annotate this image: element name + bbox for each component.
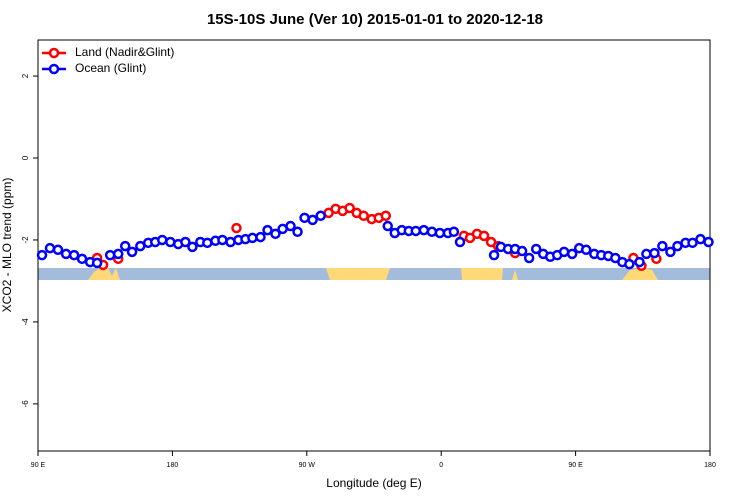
land-patch	[622, 268, 658, 280]
point	[410, 225, 422, 237]
point	[530, 243, 542, 255]
legend-marker	[48, 47, 60, 59]
point	[624, 258, 635, 270]
point	[454, 236, 466, 248]
point	[104, 249, 116, 261]
point	[262, 224, 273, 236]
point	[695, 233, 706, 245]
point	[523, 252, 535, 264]
point	[634, 256, 645, 268]
point	[426, 226, 438, 238]
point	[112, 248, 124, 260]
point	[703, 236, 714, 248]
point	[358, 210, 369, 222]
land-patch	[461, 268, 503, 280]
point	[76, 253, 88, 265]
point	[665, 246, 676, 258]
point	[299, 212, 310, 224]
x-tick-label: 90 E	[568, 462, 583, 469]
x-tick-label: 180	[704, 462, 716, 469]
point	[344, 202, 355, 214]
point	[687, 237, 698, 249]
y-axis-label: XCO2 - MLO trend (ppm)	[0, 178, 14, 313]
point	[270, 228, 281, 240]
legend-label: Ocean (Glint)	[75, 61, 146, 75]
point	[558, 246, 570, 258]
point	[434, 227, 446, 239]
point	[315, 210, 326, 222]
point	[202, 237, 213, 249]
point	[36, 249, 48, 261]
point	[180, 236, 191, 248]
y-tick-label: -6	[21, 400, 30, 408]
point	[649, 247, 660, 259]
point	[580, 244, 592, 256]
point	[307, 214, 318, 226]
chart-title: 15S-10S June (Ver 10) 2015-01-01 to 2020…	[207, 11, 543, 28]
point	[478, 230, 490, 242]
x-tick-label: 180	[167, 462, 179, 469]
point	[488, 249, 500, 261]
point	[285, 220, 296, 232]
point	[380, 210, 392, 222]
land-patch	[512, 270, 518, 280]
x-tick-label: 90 W	[299, 462, 316, 469]
x-tick-label: 0	[439, 462, 443, 469]
y-tick-label: -2	[21, 236, 30, 244]
point	[641, 248, 652, 260]
point	[292, 226, 303, 238]
point	[60, 248, 72, 260]
y-tick-label: 2	[21, 73, 30, 78]
point	[91, 257, 103, 269]
point	[52, 244, 64, 256]
point	[187, 241, 198, 253]
land-patch	[326, 268, 390, 280]
point	[566, 248, 578, 260]
point	[247, 232, 258, 244]
point	[68, 249, 80, 261]
point	[217, 234, 228, 246]
point	[231, 222, 242, 234]
point	[516, 245, 528, 257]
point	[255, 231, 266, 243]
x-tick-label: 90 E	[31, 462, 46, 469]
x-axis-label: Longitude (deg E)	[326, 476, 421, 490]
point	[448, 226, 460, 238]
y-tick-label: 0	[21, 155, 30, 160]
land-patch	[88, 268, 120, 280]
y-tick-label: -4	[21, 318, 30, 326]
point	[44, 242, 56, 254]
point	[418, 224, 430, 236]
land-mask	[38, 268, 710, 280]
legend-label: Land (Nadir&Glint)	[75, 45, 174, 59]
point	[126, 246, 138, 258]
point	[657, 240, 668, 252]
point	[119, 240, 131, 252]
point	[156, 234, 168, 246]
point	[382, 220, 393, 232]
point	[672, 240, 683, 252]
legend-marker	[48, 63, 60, 75]
